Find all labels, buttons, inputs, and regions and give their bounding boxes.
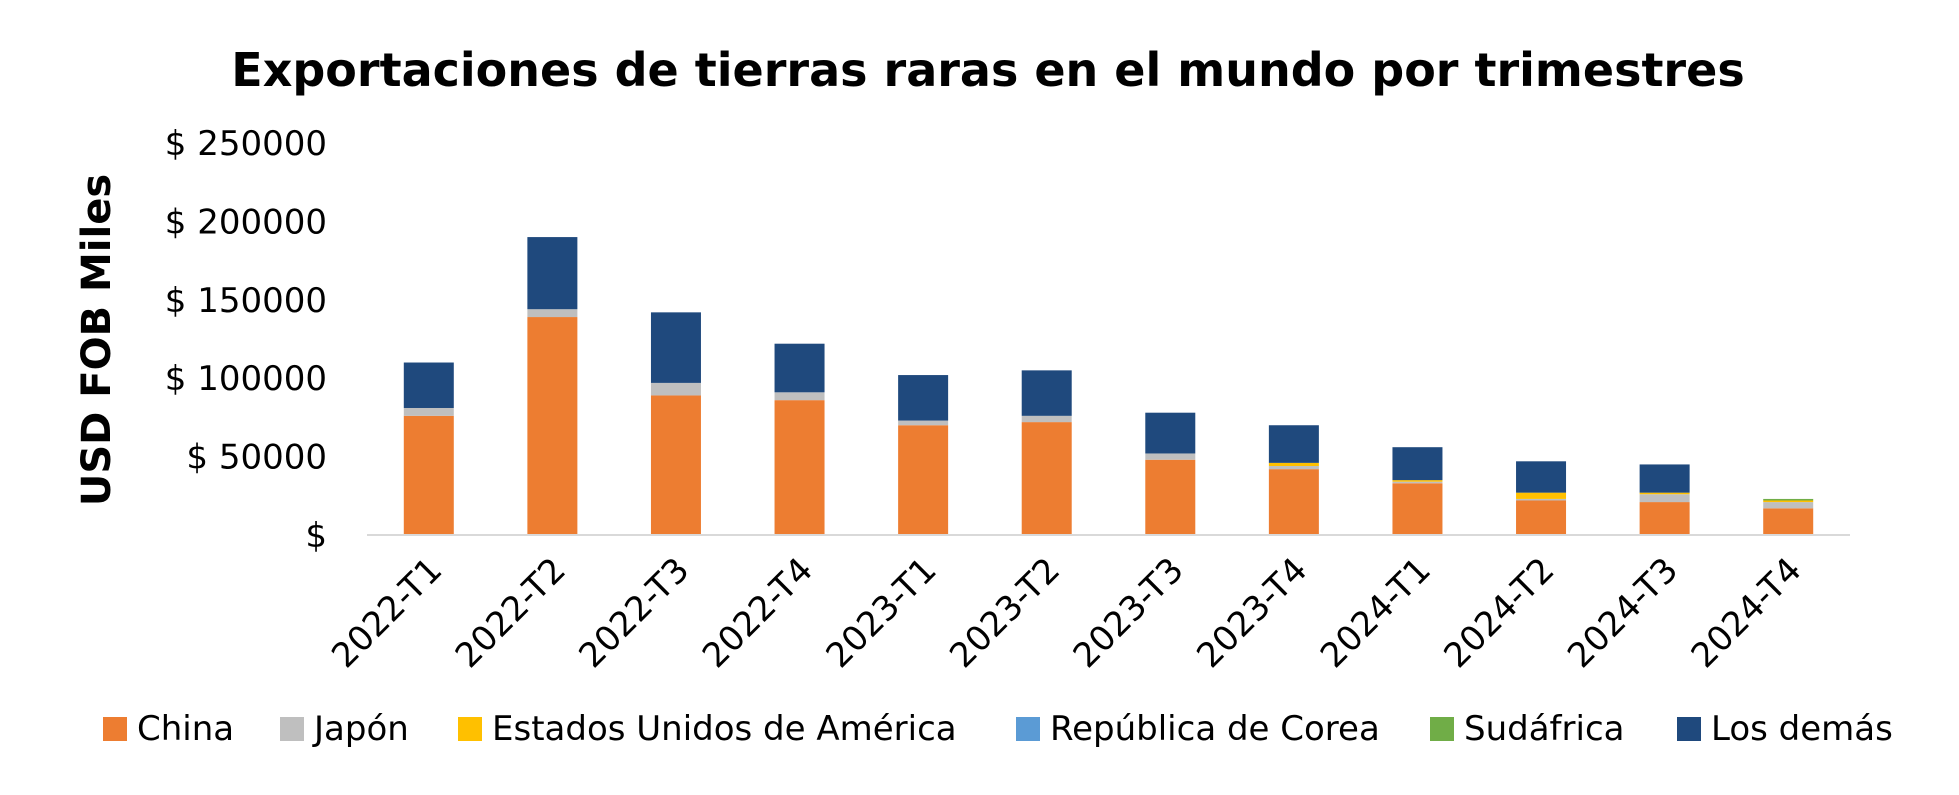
legend-swatch bbox=[1677, 717, 1701, 741]
bar-segment bbox=[403, 362, 454, 408]
x-tick-label: 2024-T1 bbox=[1313, 550, 1439, 676]
bar-segment bbox=[774, 343, 825, 393]
bar-segment bbox=[1145, 459, 1196, 535]
bar-segment bbox=[1639, 502, 1690, 535]
bar-segment bbox=[1516, 461, 1567, 493]
bar-segment bbox=[403, 407, 454, 416]
bar-segment bbox=[1145, 453, 1196, 460]
legend-swatch bbox=[1430, 717, 1454, 741]
bar-segment bbox=[1268, 462, 1319, 467]
x-tick-label: 2023-T2 bbox=[942, 550, 1068, 676]
bar-segment bbox=[1268, 469, 1319, 535]
bars-group bbox=[403, 237, 1814, 535]
x-tick-label: 2024-T2 bbox=[1436, 550, 1562, 676]
bar-segment bbox=[527, 309, 578, 318]
legend-swatch bbox=[458, 717, 482, 741]
legend-label: China bbox=[137, 709, 234, 749]
bar-segment bbox=[1639, 492, 1690, 495]
bar-segment bbox=[1639, 464, 1690, 493]
y-tick-label: $ 150000 bbox=[165, 281, 327, 321]
bar-segment bbox=[774, 400, 825, 535]
x-tick-label: 2022-T1 bbox=[324, 550, 450, 676]
legend-swatch bbox=[1016, 717, 1040, 741]
y-axis-label: USD FOB Miles bbox=[74, 174, 120, 506]
y-tick-label: $ 50000 bbox=[186, 438, 327, 478]
bar-segment bbox=[527, 317, 578, 535]
bar-segment bbox=[1763, 500, 1814, 503]
bar-segment bbox=[1021, 415, 1072, 423]
x-tick-label: 2024-T3 bbox=[1560, 550, 1686, 676]
legend: China Japón Estados Unidos de América Repúb… bbox=[103, 709, 1893, 749]
legend-label: Japón bbox=[312, 709, 409, 749]
x-tick-label: 2024-T4 bbox=[1684, 550, 1810, 676]
bar-segment bbox=[1268, 466, 1319, 470]
bar-segment bbox=[898, 425, 949, 535]
y-tick-label: $ 200000 bbox=[165, 202, 327, 242]
bar-segment bbox=[403, 415, 454, 535]
bar-segment bbox=[1392, 481, 1443, 484]
bar-segment bbox=[1268, 425, 1319, 463]
bar-segment bbox=[1392, 447, 1443, 481]
x-tick-label: 2023-T4 bbox=[1189, 550, 1315, 676]
bar-segment bbox=[1392, 480, 1443, 482]
legend-swatch bbox=[280, 717, 304, 741]
x-tick-label: 2023-T1 bbox=[819, 550, 945, 676]
bar-segment bbox=[1763, 498, 1814, 501]
bar-segment bbox=[1516, 498, 1567, 501]
x-tick-label: 2023-T3 bbox=[1066, 550, 1192, 676]
legend-swatch bbox=[103, 717, 127, 741]
x-axis-ticks: 2022-T12022-T22022-T32022-T42023-T12023-… bbox=[324, 550, 1809, 676]
legend-label: Los demás bbox=[1711, 709, 1893, 749]
bar-segment bbox=[1392, 483, 1443, 535]
bar-segment bbox=[1763, 508, 1814, 535]
bar-segment bbox=[1516, 492, 1567, 499]
bar-segment bbox=[650, 312, 701, 383]
chart-title: Exportaciones de tierras raras en el mun… bbox=[231, 43, 1744, 97]
bar-segment bbox=[1516, 500, 1567, 535]
bar-segment bbox=[898, 420, 949, 426]
bar-segment bbox=[1021, 422, 1072, 535]
y-tick-label: $ 100000 bbox=[165, 359, 327, 399]
bar-segment bbox=[774, 392, 825, 401]
bar-segment bbox=[650, 395, 701, 535]
bar-segment bbox=[650, 382, 701, 396]
legend-label: Estados Unidos de América bbox=[492, 709, 957, 749]
x-tick-label: 2022-T4 bbox=[695, 550, 821, 676]
bar-segment bbox=[898, 375, 949, 421]
bar-segment bbox=[527, 237, 578, 310]
legend-label: Sudáfrica bbox=[1464, 709, 1624, 749]
legend-label: República de Corea bbox=[1050, 709, 1380, 749]
bar-segment bbox=[1763, 502, 1814, 509]
y-axis-ticks: $ $ 50000 $ 100000 $ 150000 $ 200000 $ 250000 bbox=[165, 124, 327, 556]
bar-segment bbox=[1145, 412, 1196, 454]
bar-segment bbox=[1639, 494, 1690, 503]
x-tick-label: 2022-T3 bbox=[571, 550, 697, 676]
x-tick-label: 2022-T2 bbox=[448, 550, 574, 676]
bar-segment bbox=[1021, 370, 1072, 416]
y-tick-label: $ 250000 bbox=[165, 124, 327, 164]
y-tick-label: $ bbox=[305, 516, 327, 556]
